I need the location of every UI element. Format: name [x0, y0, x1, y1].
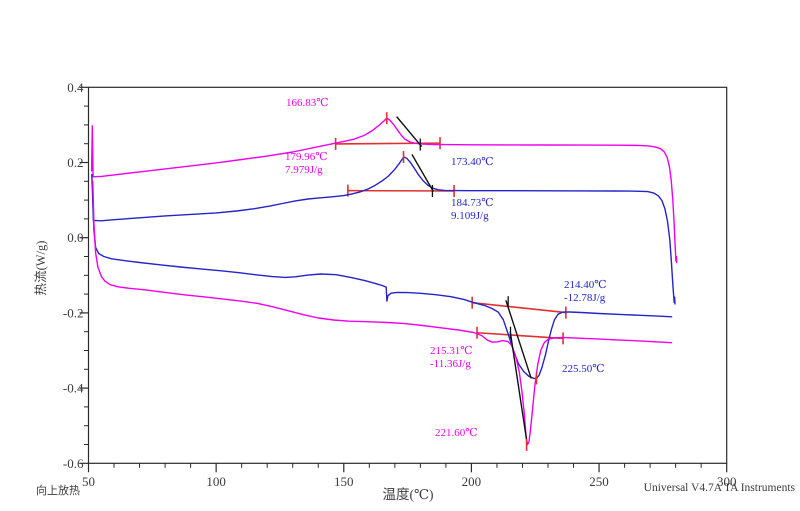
x-tick-label: 250 — [589, 474, 609, 489]
y-tick-label: 0.4 — [67, 80, 84, 95]
annotation-cryst-onset-blue: 214.40℃ -12.78J/g — [564, 279, 607, 304]
x-axis-title: 温度(℃) — [382, 487, 434, 502]
tangent-line — [411, 154, 434, 192]
y-tick-label: -0.4 — [63, 381, 84, 396]
annotation-cryst-peak-magenta: 221.60℃ — [435, 427, 478, 440]
y-tick-label: -0.6 — [63, 456, 84, 471]
annotation-line: 214.40℃ — [564, 279, 607, 291]
x-tick-label: 100 — [206, 474, 226, 489]
x-tick-label: 200 — [462, 474, 482, 489]
curve-cooling-blue — [92, 196, 673, 380]
tangent-line — [505, 300, 532, 379]
y-axis-title: 热流(W/g) — [34, 240, 48, 296]
annotation-line: 9.109J/g — [451, 209, 489, 222]
x-tick-label: 50 — [82, 474, 95, 489]
x-tick-label: 150 — [334, 474, 354, 489]
annotation-line: -11.36J/g — [430, 357, 471, 370]
annotation-melt-endset-magenta: 179.96℃ 7.979J/g — [285, 151, 328, 176]
curve-heating-magenta — [90, 117, 678, 264]
annotation-line: 7.979J/g — [285, 163, 323, 176]
annotation-line: 215.31℃ — [430, 345, 473, 357]
y-tick-label: 0.2 — [67, 155, 83, 170]
y-tick-label: -0.2 — [63, 305, 84, 320]
annotation-line: 225.50℃ — [562, 363, 605, 375]
x-tick-label: 300 — [717, 474, 737, 489]
annotation-line: 173.40℃ — [451, 156, 494, 168]
annotation-line: 221.60℃ — [435, 427, 478, 439]
baseline-melt-magenta — [335, 142, 441, 145]
y-tick-label: 0.0 — [67, 230, 83, 245]
annotation-line: 166.83℃ — [286, 97, 329, 109]
annotation-line: 184.73℃ — [451, 197, 494, 209]
instrument-footer: Universal V4.7A TA Instruments — [643, 482, 795, 494]
annotation-cryst-onset-magenta: 215.31℃ -11.36J/g — [430, 345, 473, 370]
annotation-line: -12.78J/g — [564, 291, 606, 304]
annotation-cryst-peak-blue: 225.50℃ — [562, 363, 605, 376]
exo-up-note: 向上放热 — [36, 485, 80, 497]
annotation-melt-peak-magenta: 166.83℃ — [286, 97, 329, 110]
curve-heating-blue — [91, 156, 676, 305]
annotation-line: 179.96℃ — [285, 151, 328, 163]
annotation-melt-endset-blue: 184.73℃ 9.109J/g — [451, 197, 494, 222]
tangent-line — [509, 331, 528, 444]
baseline-cryst-blue — [472, 301, 566, 314]
curve-cooling-magenta — [92, 180, 673, 446]
tangent-line — [396, 116, 423, 147]
annotation-melt-peak-blue: 173.40℃ — [451, 156, 494, 169]
